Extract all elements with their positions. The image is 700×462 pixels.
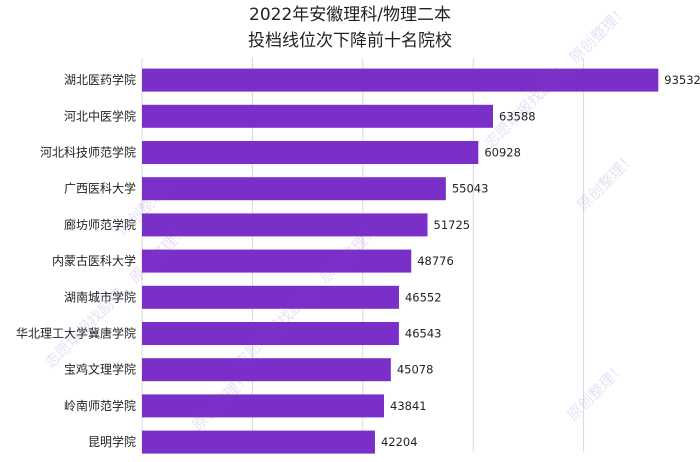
category-label: 河北科技师范学院 xyxy=(40,145,136,160)
value-label: 51725 xyxy=(434,218,471,232)
category-label: 广西医科大学 xyxy=(64,181,136,196)
bar xyxy=(142,177,446,201)
category-label: 宝鸡文理学院 xyxy=(64,362,136,377)
bar xyxy=(142,430,375,454)
value-label: 43841 xyxy=(390,399,427,413)
value-label: 48776 xyxy=(417,254,454,268)
bar xyxy=(142,394,385,418)
bar xyxy=(142,68,659,92)
bar xyxy=(142,322,399,345)
category-label: 湖北医药学院 xyxy=(64,72,136,87)
category-label: 华北理工大学冀唐学院 xyxy=(16,326,136,341)
bar xyxy=(142,213,428,237)
chart-subtitle: 投档线位次下降前十名院校 xyxy=(248,31,452,51)
bar xyxy=(142,141,479,164)
category-label: 湖南城市学院 xyxy=(64,289,136,304)
value-label: 60928 xyxy=(484,146,521,160)
chart-title: 2022年安徽理科/物理二本 xyxy=(249,5,451,25)
category-label: 内蒙古医科大学 xyxy=(52,253,136,268)
category-label: 岭南师范学院 xyxy=(64,398,136,413)
watermark: 原创整理！ xyxy=(564,359,630,425)
value-label: 42204 xyxy=(381,435,418,449)
category-label: 昆明学院 xyxy=(88,434,136,449)
bar xyxy=(142,285,399,309)
value-label: 46552 xyxy=(405,290,442,304)
category-label: 河北中医学院 xyxy=(64,108,136,123)
value-label: 63588 xyxy=(499,109,536,123)
value-label: 45078 xyxy=(397,363,434,377)
value-label: 55043 xyxy=(452,182,489,196)
value-label: 93532 xyxy=(664,73,700,87)
bar xyxy=(142,358,391,382)
category-label: 廊坊师范学院 xyxy=(64,217,136,232)
value-label: 46543 xyxy=(405,327,442,341)
bar xyxy=(142,249,412,273)
bar xyxy=(142,104,494,128)
